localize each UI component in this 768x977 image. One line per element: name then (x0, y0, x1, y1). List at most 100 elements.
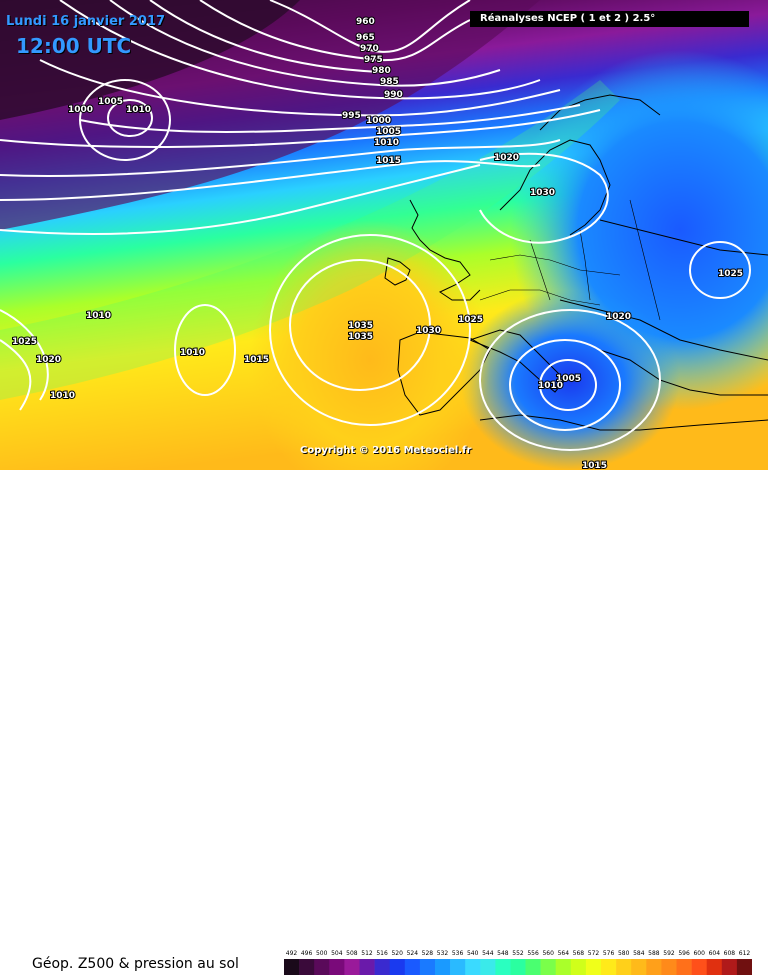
scale-tick-label: 500 (316, 950, 328, 957)
svg-text:965: 965 (356, 33, 375, 43)
svg-text:1025: 1025 (718, 269, 743, 279)
scale-tick-label: 512 (361, 950, 373, 957)
scale-tick-label: 560 (542, 950, 554, 957)
scale-swatch (691, 959, 707, 975)
svg-text:1005: 1005 (556, 374, 581, 384)
scale-tick-label: 552 (512, 950, 524, 957)
scale-swatch (284, 959, 300, 975)
color-scale: 492 496 500 504 508 512 516 520 524 528 532 536 540 5… (284, 950, 752, 975)
copyright-notice: Copyright © 2016 Meteociel.fr (300, 445, 472, 456)
svg-text:1025: 1025 (458, 315, 483, 325)
svg-text:1020: 1020 (36, 355, 61, 365)
scale-swatch (736, 959, 752, 975)
svg-text:980: 980 (372, 66, 391, 76)
analysis-time: 12:00 UTC (16, 34, 132, 58)
scale-tick-label: 540 (467, 950, 479, 957)
scale-tick-label: 496 (301, 950, 313, 957)
scale-swatch (706, 959, 723, 975)
svg-text:1015: 1015 (582, 461, 607, 470)
svg-text:1025: 1025 (12, 337, 37, 347)
scale-tick-label: 580 (618, 950, 630, 957)
scale-tick-label: 572 (588, 950, 600, 957)
scale-swatch (450, 959, 466, 975)
svg-text:1010: 1010 (180, 348, 205, 358)
scale-swatch (570, 959, 587, 975)
svg-text:1010: 1010 (86, 311, 111, 321)
scale-tick-label: 516 (376, 950, 388, 957)
scale-tick-label: 556 (527, 950, 539, 957)
coastlines (384, 94, 768, 431)
scale-swatch (419, 959, 436, 975)
scale-swatch (616, 959, 632, 975)
svg-text:990: 990 (384, 90, 403, 100)
svg-text:1005: 1005 (376, 127, 401, 137)
isobar-labels: 960 965 970 975 980 985 990 995 1000 100… (11, 16, 744, 470)
svg-text:960: 960 (356, 17, 375, 27)
scale-tick-label: 528 (422, 950, 434, 957)
scale-swatch (676, 959, 692, 975)
scale-tick-label: 548 (497, 950, 509, 957)
isobars (0, 0, 751, 451)
scale-tick-label: 576 (603, 950, 615, 957)
scale-swatch (585, 959, 602, 975)
scale-swatch (646, 959, 662, 975)
scale-swatch (601, 959, 617, 975)
scale-swatch (525, 959, 541, 975)
svg-text:1035: 1035 (348, 332, 373, 342)
svg-text:1005: 1005 (98, 97, 123, 107)
scale-swatch (389, 959, 406, 975)
scale-tick-label: 564 (558, 950, 570, 957)
scale-swatch (344, 959, 360, 975)
scale-tick-label: 596 (678, 950, 690, 957)
scale-tick-label: 532 (437, 950, 449, 957)
scale-tick-label: 520 (391, 950, 403, 957)
svg-text:1010: 1010 (538, 381, 563, 391)
svg-text:1020: 1020 (494, 153, 519, 163)
svg-text:1015: 1015 (244, 355, 269, 365)
scale-tick-label: 588 (648, 950, 660, 957)
scale-swatch (661, 959, 677, 975)
scale-tick-label: 568 (573, 950, 585, 957)
scale-swatch (721, 959, 738, 975)
svg-text:1015: 1015 (376, 156, 401, 166)
country-borders (479, 199, 661, 321)
scale-swatch (510, 959, 526, 975)
scale-swatch (359, 959, 375, 975)
scale-swatch (480, 959, 496, 975)
scale-swatch (555, 959, 572, 975)
geopotential-map: 960 965 970 975 980 985 990 995 1000 100… (0, 0, 768, 470)
scale-tick-label: 536 (452, 950, 464, 957)
scale-tick-label: 612 (739, 950, 751, 957)
svg-text:970: 970 (360, 44, 379, 54)
scale-tick-label: 592 (663, 950, 675, 957)
svg-text:975: 975 (364, 55, 383, 65)
scale-tick-label: 524 (407, 950, 419, 957)
field-label: Géop. Z500 & pression au sol (32, 956, 239, 972)
svg-text:1010: 1010 (374, 138, 399, 148)
svg-text:1030: 1030 (530, 188, 555, 198)
svg-text:1010: 1010 (50, 391, 75, 401)
scale-tick-label: 584 (633, 950, 645, 957)
svg-text:1000: 1000 (68, 105, 93, 115)
scale-tick-label: 608 (724, 950, 736, 957)
scale-swatch (435, 959, 451, 975)
legend-bar: Géop. Z500 & pression au sol 492 496 500 50… (0, 470, 768, 975)
scale-tick-label: 492 (286, 950, 298, 957)
data-source-label: Réanalyses NCEP ( 1 et 2 ) 2.5° (470, 11, 749, 27)
svg-text:1035: 1035 (348, 321, 373, 331)
svg-text:1010: 1010 (126, 105, 151, 115)
scale-swatch (314, 959, 330, 975)
scale-swatch (374, 959, 390, 975)
scale-swatch (404, 959, 421, 975)
scale-swatch (540, 959, 556, 975)
scale-swatch (299, 959, 315, 975)
scale-tick-label: 604 (709, 950, 721, 957)
svg-text:985: 985 (380, 77, 399, 87)
scale-swatch (631, 959, 647, 975)
svg-text:1000: 1000 (366, 116, 391, 126)
scale-tick-label: 504 (331, 950, 343, 957)
scale-swatch (495, 959, 511, 975)
svg-text:1020: 1020 (606, 312, 631, 322)
scale-tick-label: 508 (346, 950, 358, 957)
scale-tick-label: 600 (693, 950, 705, 957)
